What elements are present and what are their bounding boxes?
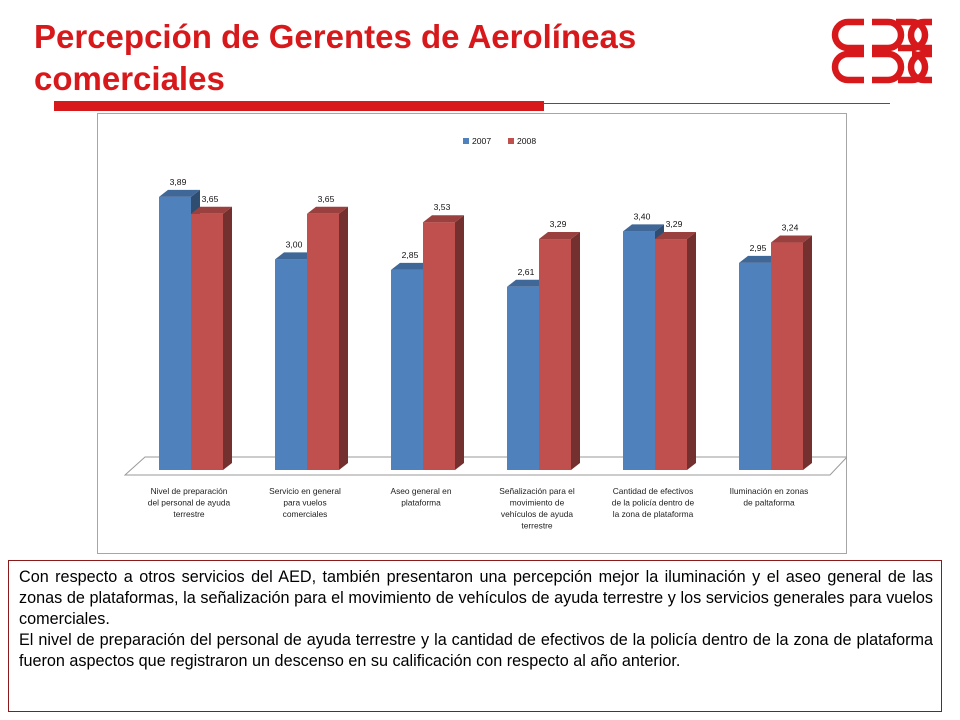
header-rule-accent (54, 101, 544, 111)
bar-side-2008-5 (803, 235, 812, 470)
bar-top-2007-2 (391, 262, 432, 270)
data-label-2007-5: 2,95 (750, 243, 767, 253)
bar-2007-4 (623, 231, 655, 470)
bar-2007-2 (391, 269, 423, 470)
bar-2008-3 (539, 239, 571, 470)
commentary-paragraph-1: Con respecto a otros servicios del AED, … (19, 568, 933, 628)
bar-top-2007-4 (623, 224, 664, 232)
bar-2008-4 (655, 239, 687, 470)
category-label-4: Cantidad de efectivos de la policía dentr… (612, 486, 695, 519)
bar-2008-2 (423, 222, 455, 470)
bar-top-2007-3 (507, 279, 548, 287)
legend-swatch-2008 (508, 138, 514, 144)
data-label-2008-2: 3,53 (434, 202, 451, 212)
bar-2008-1 (307, 213, 339, 470)
commentary-paragraph-2: El nivel de preparación del personal de … (19, 631, 933, 670)
chart-floor (123, 456, 847, 476)
bar-top-2007-0 (159, 189, 200, 197)
data-label-2008-5: 3,24 (782, 223, 799, 233)
category-label-1: Servicio en general para vuelos comerciale… (269, 486, 341, 519)
bar-side-2008-1 (339, 206, 348, 470)
bar-side-2008-4 (687, 232, 696, 470)
data-label-2008-3: 3,29 (550, 219, 567, 229)
legend-label-2007: 2007 (472, 136, 491, 146)
bar-side-2008-3 (571, 232, 580, 470)
category-label-5: Iluminación en zonas de paltaforma (730, 486, 809, 508)
data-label-2007-0: 3,89 (170, 177, 187, 187)
bar-top-2008-5 (771, 235, 812, 243)
data-label-2007-2: 2,85 (402, 250, 419, 260)
data-label-2007-1: 3,00 (286, 239, 303, 249)
legend-swatch-2007 (463, 138, 469, 144)
bar-top-2008-4 (655, 232, 696, 240)
bar-2007-5 (739, 262, 771, 470)
legend-label-2008: 2008 (517, 136, 536, 146)
commentary-box: Con respecto a otros servicios del AED, … (8, 560, 942, 712)
category-label-3: Señalización para el movimiento de vehícul… (499, 486, 575, 531)
bar-side-2008-2 (455, 215, 464, 470)
bar-top-2007-1 (275, 252, 316, 260)
data-label-2008-0: 3,65 (202, 194, 219, 204)
data-label-2008-1: 3,65 (318, 194, 335, 204)
category-label-2: Aseo general en plataforma (391, 486, 452, 508)
data-label-2008-4: 3,29 (666, 219, 683, 229)
data-label-2007-4: 3,40 (634, 211, 651, 221)
bar-side-2008-0 (223, 206, 232, 470)
bar-top-2007-5 (739, 255, 780, 263)
bar-top-2008-3 (539, 232, 580, 240)
bar-chart: 2007 2008 3,89 3,65 Nivel de preparación del … (123, 136, 847, 531)
bar-top-2008-0 (191, 206, 232, 214)
bar-2007-1 (275, 259, 307, 470)
bar-2008-5 (771, 242, 803, 470)
bar-2008-0 (191, 213, 223, 470)
bar-2007-3 (507, 286, 539, 470)
category-label-0: Nivel de preparación del personal de ayud… (148, 486, 231, 519)
bar-top-2008-2 (423, 215, 464, 223)
bar-top-2008-1 (307, 206, 348, 214)
page-title: Percepción de Gerentes de Aerolíneas com… (34, 18, 637, 97)
bar-2007-0 (159, 196, 191, 470)
data-label-2007-3: 2,61 (518, 267, 535, 277)
logo-icon (831, 18, 932, 84)
